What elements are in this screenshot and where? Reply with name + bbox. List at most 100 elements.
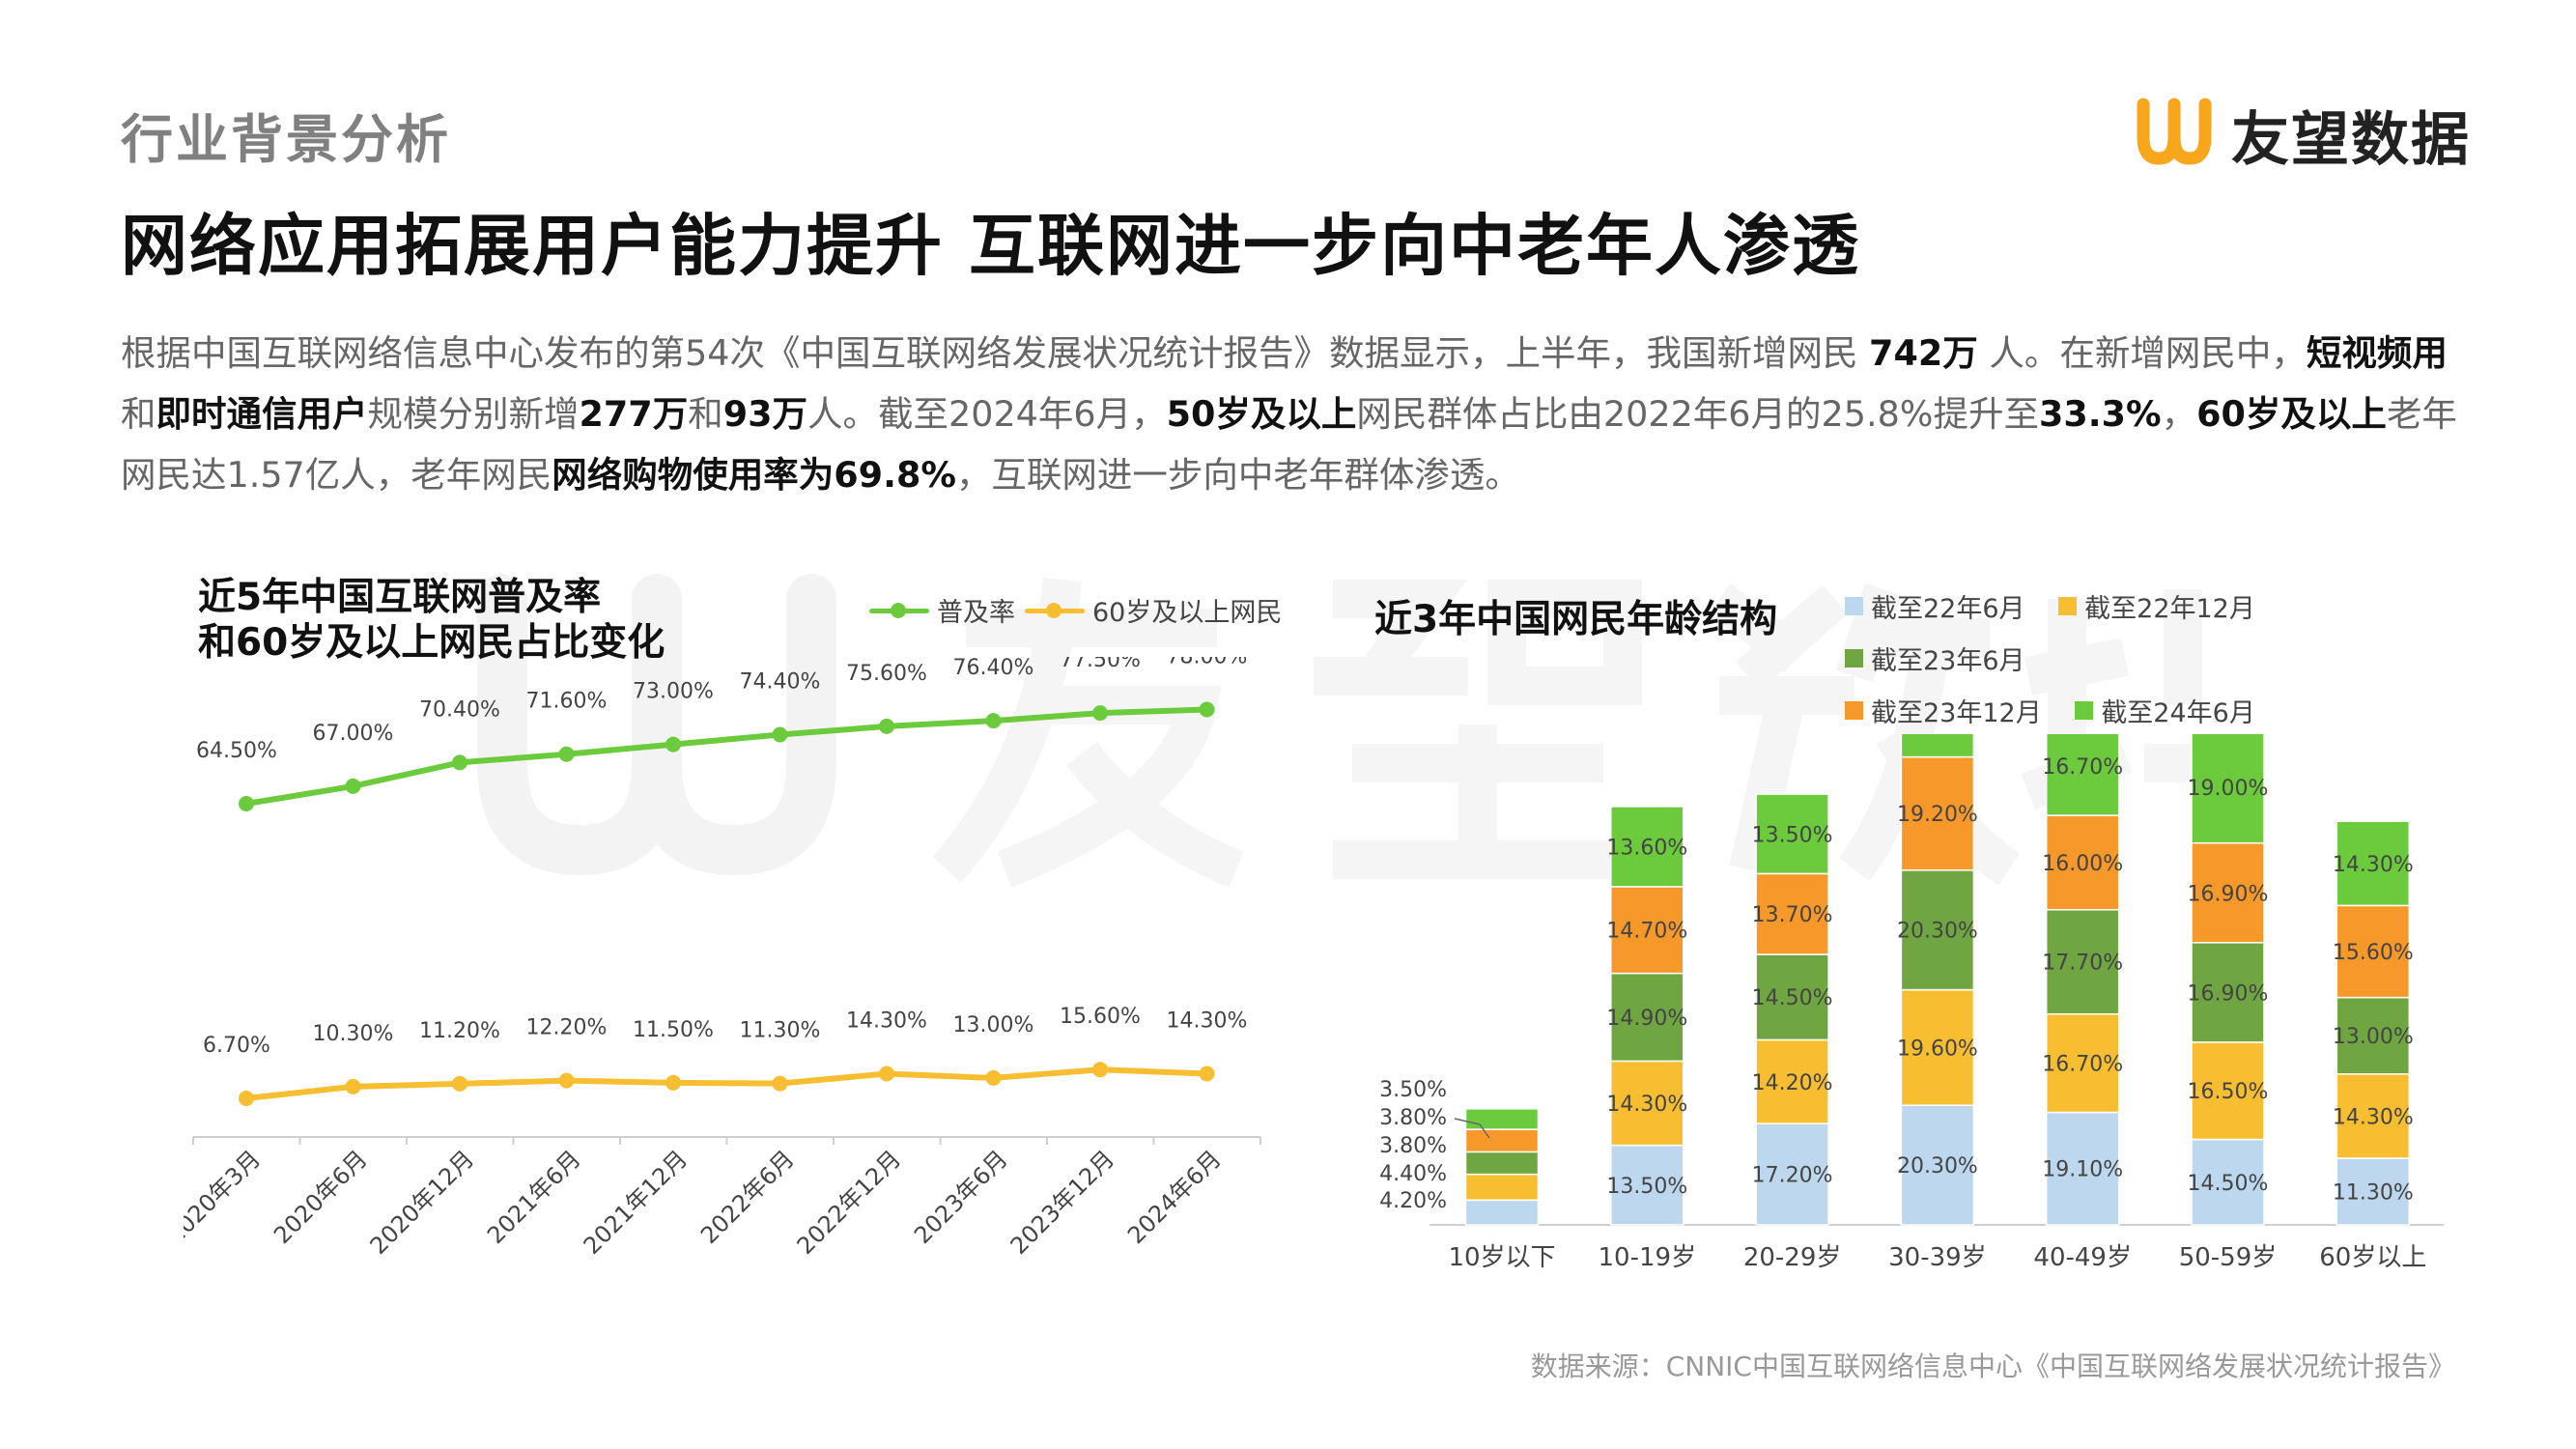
bar-value-label: 19.20% xyxy=(1897,803,1978,827)
x-tick-label: 2023年6月 xyxy=(909,1145,1013,1249)
bar-value-label: 3.80% xyxy=(1379,1134,1447,1158)
paragraph-text: 网民群体占比由2022年6月的25.8%提升至 xyxy=(1356,393,2039,435)
bar-chart-title: 近3年中国网民年龄结构 xyxy=(1374,598,1778,641)
paragraph-text: 老年网民达1.57亿人，老年网民 xyxy=(121,393,2457,496)
bar-value-label: 17.70% xyxy=(2042,952,2123,976)
x-tick-label: 2020年12月 xyxy=(365,1145,480,1260)
data-point xyxy=(239,796,254,811)
bar-segment xyxy=(1900,869,1975,991)
legend-label: 截至23年12月 xyxy=(1871,698,2042,728)
x-tick-label: 30-39岁 xyxy=(1888,1243,1987,1272)
line-chart-title-line-1: 近5年中国互联网普及率 xyxy=(198,576,602,619)
bar-segment xyxy=(1464,1128,1540,1153)
bar-value-label: 14.30% xyxy=(2333,1106,2414,1130)
bar-value-label: 15.60% xyxy=(2333,941,2414,965)
paragraph-highlight: 60岁及以上 xyxy=(2196,393,2387,435)
data-point xyxy=(879,718,894,734)
data-point xyxy=(772,726,788,743)
x-tick-label: 60岁以上 xyxy=(2319,1243,2426,1272)
bar-value-label: 14.30% xyxy=(2333,853,2414,877)
line-chart: 64.50% 67.00% 70.40% 71.60% 73.00% 74.40% 75.6… xyxy=(184,657,1261,1260)
paragraph-text: 规模分别新增 xyxy=(367,393,580,435)
bar-segment xyxy=(2045,908,2120,1015)
data-label: 14.30% xyxy=(1167,1009,1248,1034)
data-label: 77.50% xyxy=(1060,657,1141,672)
data-source-note: 数据来源：CNNIC中国互联网络信息中心《中国互联网络发展状况统计报告》 xyxy=(1530,1350,2455,1382)
bar-segment xyxy=(1464,1151,1540,1176)
page-title: 网络应用拓展用户能力提升 互联网进一步向中老年人渗透 xyxy=(121,208,1861,285)
data-label: 15.60% xyxy=(1060,1005,1141,1029)
stacked-bar-chart: 10岁以下 13.50% 14.30% 14.90% 14.70% 13.60% 10-19… xyxy=(1379,734,2444,1272)
paragraph-text: ， xyxy=(2161,393,2197,435)
data-label: 11.20% xyxy=(419,1019,500,1043)
bar-segment xyxy=(2045,1012,2120,1114)
bar-segment xyxy=(1755,793,1829,875)
data-point xyxy=(239,1091,254,1106)
legend-swatch-penetration xyxy=(869,595,929,626)
series-line-0 xyxy=(243,706,1210,807)
x-tick-label: 40-49岁 xyxy=(2033,1243,2132,1272)
bar-value-label: 3.80% xyxy=(1379,1106,1447,1130)
data-label: 12.20% xyxy=(526,1016,608,1040)
x-tick-label: 50-59岁 xyxy=(2179,1243,2278,1272)
brand-logo-icon xyxy=(2137,98,2212,165)
bar-chart-legend: 截至22年6月 截至22年12月 截至23年6月 截至23年12月 截至24年6… xyxy=(1845,587,2482,744)
paragraph-highlight: 93万 xyxy=(722,393,807,435)
data-point xyxy=(879,1065,894,1082)
bar-segment xyxy=(1900,1104,1975,1226)
series-line-1 xyxy=(243,1066,1210,1101)
bar-value-label: 14.50% xyxy=(2188,1172,2269,1196)
bar-segment xyxy=(2191,734,2265,844)
legend-swatch xyxy=(1845,649,1863,668)
bar-segment xyxy=(2191,841,2265,944)
paragraph-text: 根据中国互联网络信息中心发布的第54次《中国互联网络发展状况统计报告》数据显示，… xyxy=(121,332,1870,374)
legend-item-22-12: 截至22年12月 xyxy=(2058,587,2255,625)
data-point xyxy=(1199,1065,1215,1082)
bar-segment xyxy=(1610,1060,1684,1147)
data-label: 6.70% xyxy=(203,1034,270,1058)
bar-segment xyxy=(1464,1108,1540,1130)
x-tick-label: 20-29岁 xyxy=(1743,1243,1842,1272)
paragraph-highlight: 50岁及以上 xyxy=(1166,393,1357,435)
leader-line xyxy=(1454,1118,1490,1139)
bar-segment xyxy=(2335,996,2411,1075)
data-point xyxy=(665,736,681,753)
legend-label-elderly: 60岁及以上网民 xyxy=(1092,598,1283,628)
bar-value-label: 13.50% xyxy=(1752,823,1833,847)
bar-value-label: 16.90% xyxy=(2188,882,2269,906)
bar-segment xyxy=(2335,904,2411,999)
legend-item-24-6: 截至24年6月 xyxy=(2075,692,2255,729)
paragraph-highlight: 网络购物使用率为69.8% xyxy=(552,454,956,496)
bar-segment xyxy=(1610,806,1684,888)
data-label: 14.30% xyxy=(846,1009,927,1034)
bar-segment xyxy=(1464,1199,1540,1226)
data-point xyxy=(345,1078,361,1094)
bar-value-label: 14.70% xyxy=(1606,920,1687,944)
data-point xyxy=(772,1075,788,1092)
paragraph-text: 人。在新增网民中， xyxy=(1977,332,2307,374)
bar-segment xyxy=(1610,972,1684,1063)
data-point xyxy=(665,1074,681,1091)
bar-value-label: 14.50% xyxy=(1752,986,1833,1010)
bar-value-label: 19.00% xyxy=(2188,777,2269,801)
x-tick-label: 2024年6月 xyxy=(1122,1145,1227,1249)
legend-item-22-6: 截至22年6月 xyxy=(1845,587,2025,625)
data-point xyxy=(1092,1062,1108,1078)
x-tick-label: 2021年12月 xyxy=(579,1145,694,1260)
bar-value-label: 16.50% xyxy=(2188,1080,2269,1104)
x-tick-label: 2020年6月 xyxy=(269,1145,373,1249)
x-tick-label: 2023年12月 xyxy=(1005,1145,1120,1260)
bar-segment xyxy=(1900,988,1975,1106)
data-label: 67.00% xyxy=(313,722,394,746)
paragraph-highlight: 短视频用 xyxy=(2306,332,2448,374)
bar-value-label: 16.90% xyxy=(2188,981,2269,1006)
legend-swatch xyxy=(1845,701,1863,720)
data-label: 13.00% xyxy=(953,1013,1034,1037)
data-point xyxy=(558,746,575,762)
legend-label: 截至23年6月 xyxy=(1871,646,2025,676)
bar-segment xyxy=(1755,872,1829,955)
legend-item-23-12: 截至23年12月 xyxy=(1845,692,2042,729)
bar-value-label: 14.90% xyxy=(1606,1007,1687,1031)
x-tick-label: 2022年12月 xyxy=(792,1145,907,1260)
bar-segment xyxy=(1610,1144,1684,1226)
